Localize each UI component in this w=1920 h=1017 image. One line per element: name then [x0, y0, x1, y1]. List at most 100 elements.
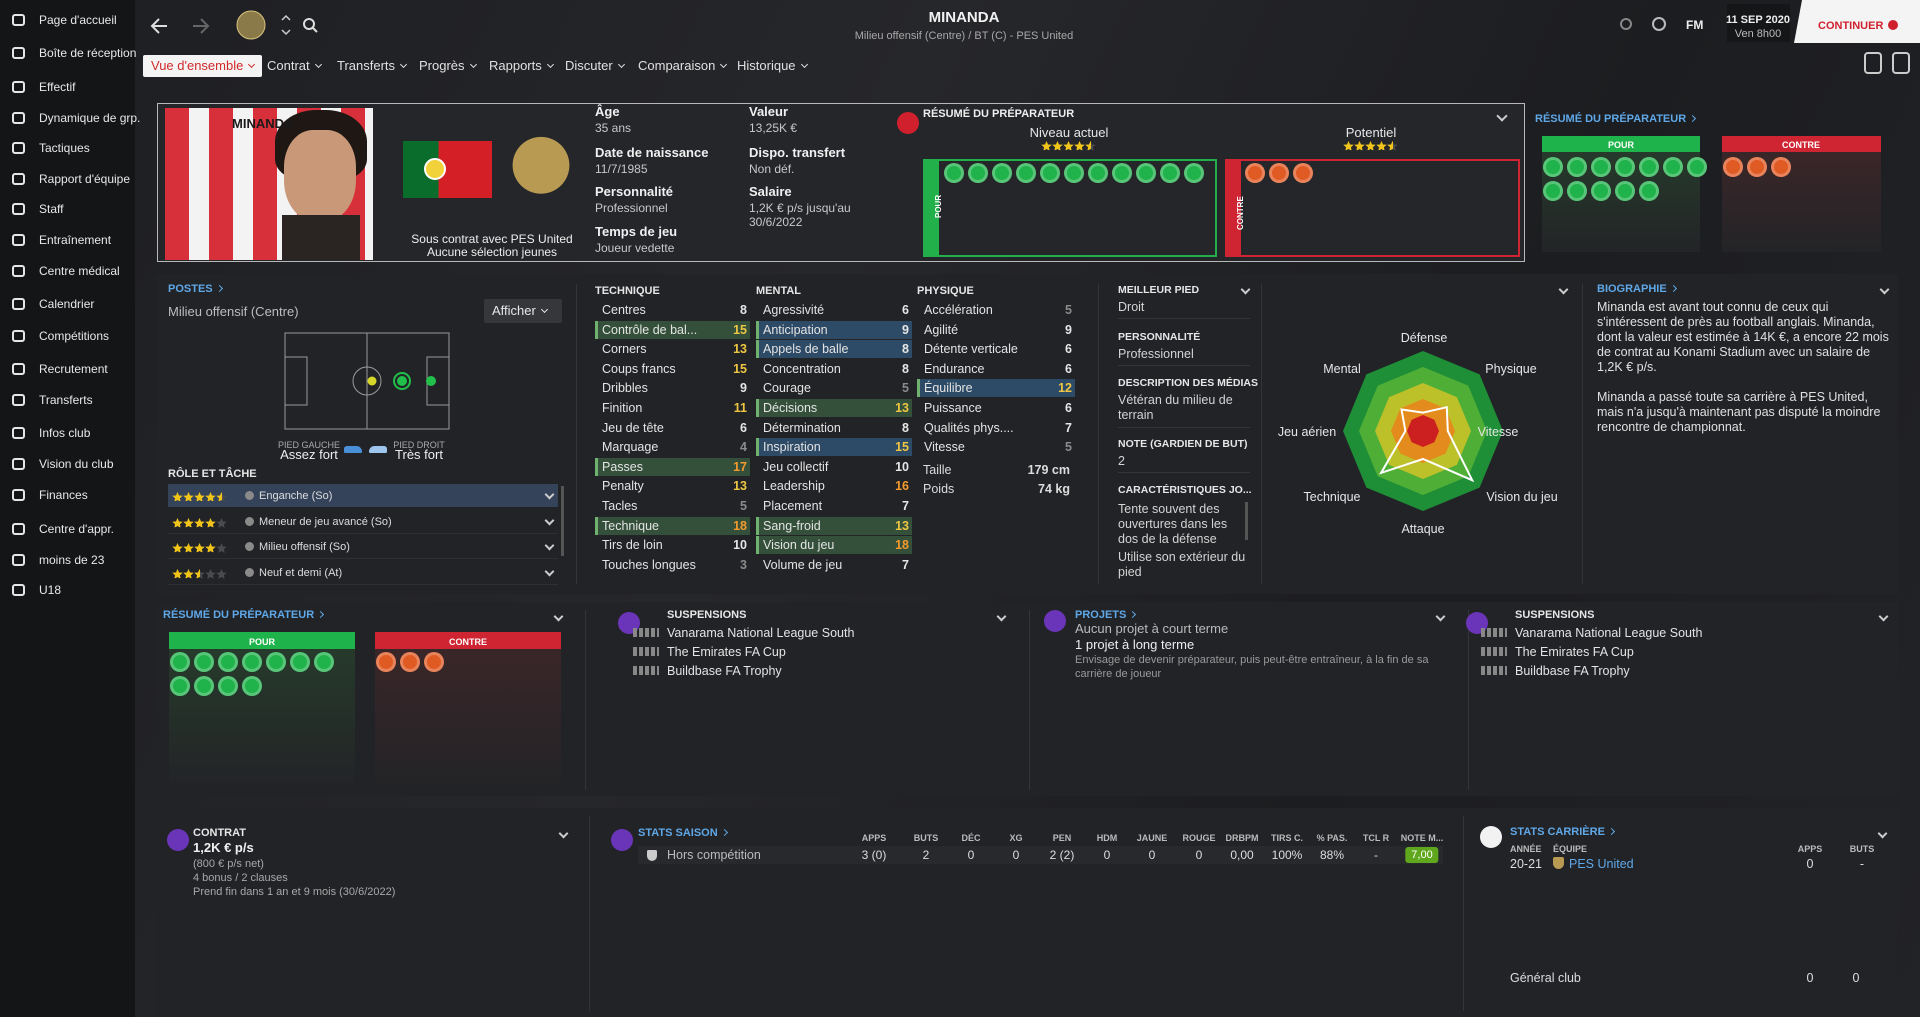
pour-strip [923, 159, 939, 257]
attribute-value: 8 [902, 420, 909, 435]
attribute-highlight [756, 438, 912, 457]
contre-icon [400, 652, 420, 672]
attribute-name: Vitesse [924, 440, 965, 455]
role-name[interactable]: Milieu offensif (So) [259, 541, 350, 553]
continue-label[interactable]: CONTINUER [1818, 20, 1884, 32]
divider [585, 610, 586, 790]
continue-icon [1888, 20, 1898, 30]
career-column: ANNÉE [1510, 844, 1542, 854]
career-total: 0 [1852, 971, 1860, 985]
career-total: Général club [1510, 971, 1581, 985]
attribute-name: Concentration [763, 361, 841, 376]
project-detail: Envisage de devenir préparateur, puis pe… [1075, 654, 1429, 680]
pour-icon [968, 163, 988, 183]
current-position: Milieu offensif (Centre) [168, 304, 299, 319]
suspensions-title: SUSPENSIONS [667, 609, 747, 621]
tab[interactable]: Transferts [329, 55, 414, 77]
tab[interactable]: Discuter [557, 55, 632, 77]
contre-bar-label: CONTRE [449, 637, 487, 647]
nav-item[interactable]: Page d'accueil [39, 13, 117, 27]
stats-cell: 0 [967, 848, 975, 862]
contre-area [1722, 152, 1881, 252]
attribute-group-title: PHYSIQUE [917, 285, 974, 297]
nav-item[interactable]: Transferts [39, 393, 93, 407]
attribute-name: Endurance [924, 361, 985, 376]
nav-icon [12, 554, 25, 566]
pour-bar [169, 632, 355, 649]
nav-icon [12, 489, 25, 501]
attribute-group-title: TECHNIQUE [595, 285, 660, 297]
role-row [168, 561, 558, 585]
stats-column: BUTS [913, 833, 939, 843]
nav-item[interactable]: Centre médical [39, 264, 120, 278]
career-column: ÉQUIPE [1553, 844, 1588, 854]
pour-icon [194, 652, 214, 672]
nav-item[interactable]: Tactiques [39, 141, 90, 155]
scrollbar [1245, 502, 1248, 540]
attribute-name: Marquage [602, 440, 659, 455]
nav-icon [12, 142, 25, 154]
nav-item[interactable]: Effectif [39, 80, 76, 94]
date: 11 SEP 2020 [1725, 14, 1791, 26]
pour-icon [1591, 181, 1611, 201]
up-down [281, 14, 291, 36]
detail-value: Professionnel [595, 201, 668, 215]
bottom-panel [157, 808, 1898, 1017]
pour-bar-label: POUR [248, 637, 276, 647]
stats-cell: - [1374, 848, 1378, 862]
detail-value: 11/7/1985 [595, 162, 648, 176]
nav-item[interactable]: Boîte de réception [39, 46, 137, 60]
nav-item[interactable]: Infos club [39, 426, 91, 440]
forward-arrow [193, 18, 210, 34]
tab[interactable]: Comparaison [630, 55, 734, 77]
nav-item[interactable]: Calendrier [39, 297, 95, 311]
attribute-name: Jeu collectif [763, 459, 829, 474]
attribute-name: Touches longues [602, 557, 696, 572]
star-fill [1343, 139, 1393, 150]
nav-icon [12, 394, 25, 406]
info-value: Professionnel [1118, 347, 1194, 361]
attribute-value: 3 [740, 557, 747, 572]
nav-item[interactable]: Dynamique de grp. [39, 111, 141, 125]
tab[interactable]: Rapports [481, 55, 561, 77]
nav-icon [12, 523, 25, 535]
nav-item[interactable]: Rapport d'équipe [39, 172, 131, 186]
career-cell: 20-21 [1510, 857, 1542, 871]
nav-item[interactable]: Vision du club [39, 457, 114, 471]
fm-logo: FM [1686, 18, 1704, 32]
tab[interactable]: Progrès [411, 55, 484, 77]
nav-item[interactable]: moins de 23 [39, 553, 105, 567]
role-name[interactable]: Enganche (So) [259, 490, 333, 502]
attribute-name: Qualités phys.... [924, 420, 1014, 435]
player-neck [282, 215, 360, 260]
pour-icon [1064, 163, 1084, 183]
tab[interactable]: Historique [729, 55, 815, 77]
nav-item[interactable]: Staff [39, 202, 64, 216]
nav-item[interactable]: U18 [39, 583, 62, 597]
nav-item[interactable]: Entraînement [39, 233, 112, 247]
pour-icon [218, 652, 238, 672]
nav-item[interactable]: Compétitions [39, 329, 110, 343]
radar-ring [1407, 415, 1439, 447]
role-name[interactable]: Meneur de jeu avancé (So) [259, 515, 392, 528]
tab-label: Discuter [565, 58, 624, 73]
nav-icon [12, 298, 25, 310]
tab[interactable]: Vue d'ensemble [143, 55, 263, 77]
nav-item[interactable]: Recrutement [39, 362, 108, 376]
info-divider [1118, 427, 1250, 428]
tab-label: Transferts [337, 58, 406, 73]
tab-label: Contrat [267, 58, 321, 73]
role-name[interactable]: Neuf et demi (At) [259, 566, 343, 579]
afficher-button[interactable]: Afficher [484, 299, 562, 323]
nav-item[interactable]: Finances [39, 488, 88, 502]
contract-bonuses: 4 bonus / 2 clauses [193, 872, 288, 884]
stats-column: PEN [1052, 833, 1072, 843]
stats-column: XG [1009, 833, 1023, 843]
nav-item[interactable]: Centre d'appr. [39, 522, 115, 536]
boot [344, 446, 362, 453]
pour-icon [242, 676, 262, 696]
stats-column: APPS [861, 833, 887, 843]
tab[interactable]: Contrat [259, 55, 329, 77]
detail-label: Salaire [749, 184, 792, 199]
